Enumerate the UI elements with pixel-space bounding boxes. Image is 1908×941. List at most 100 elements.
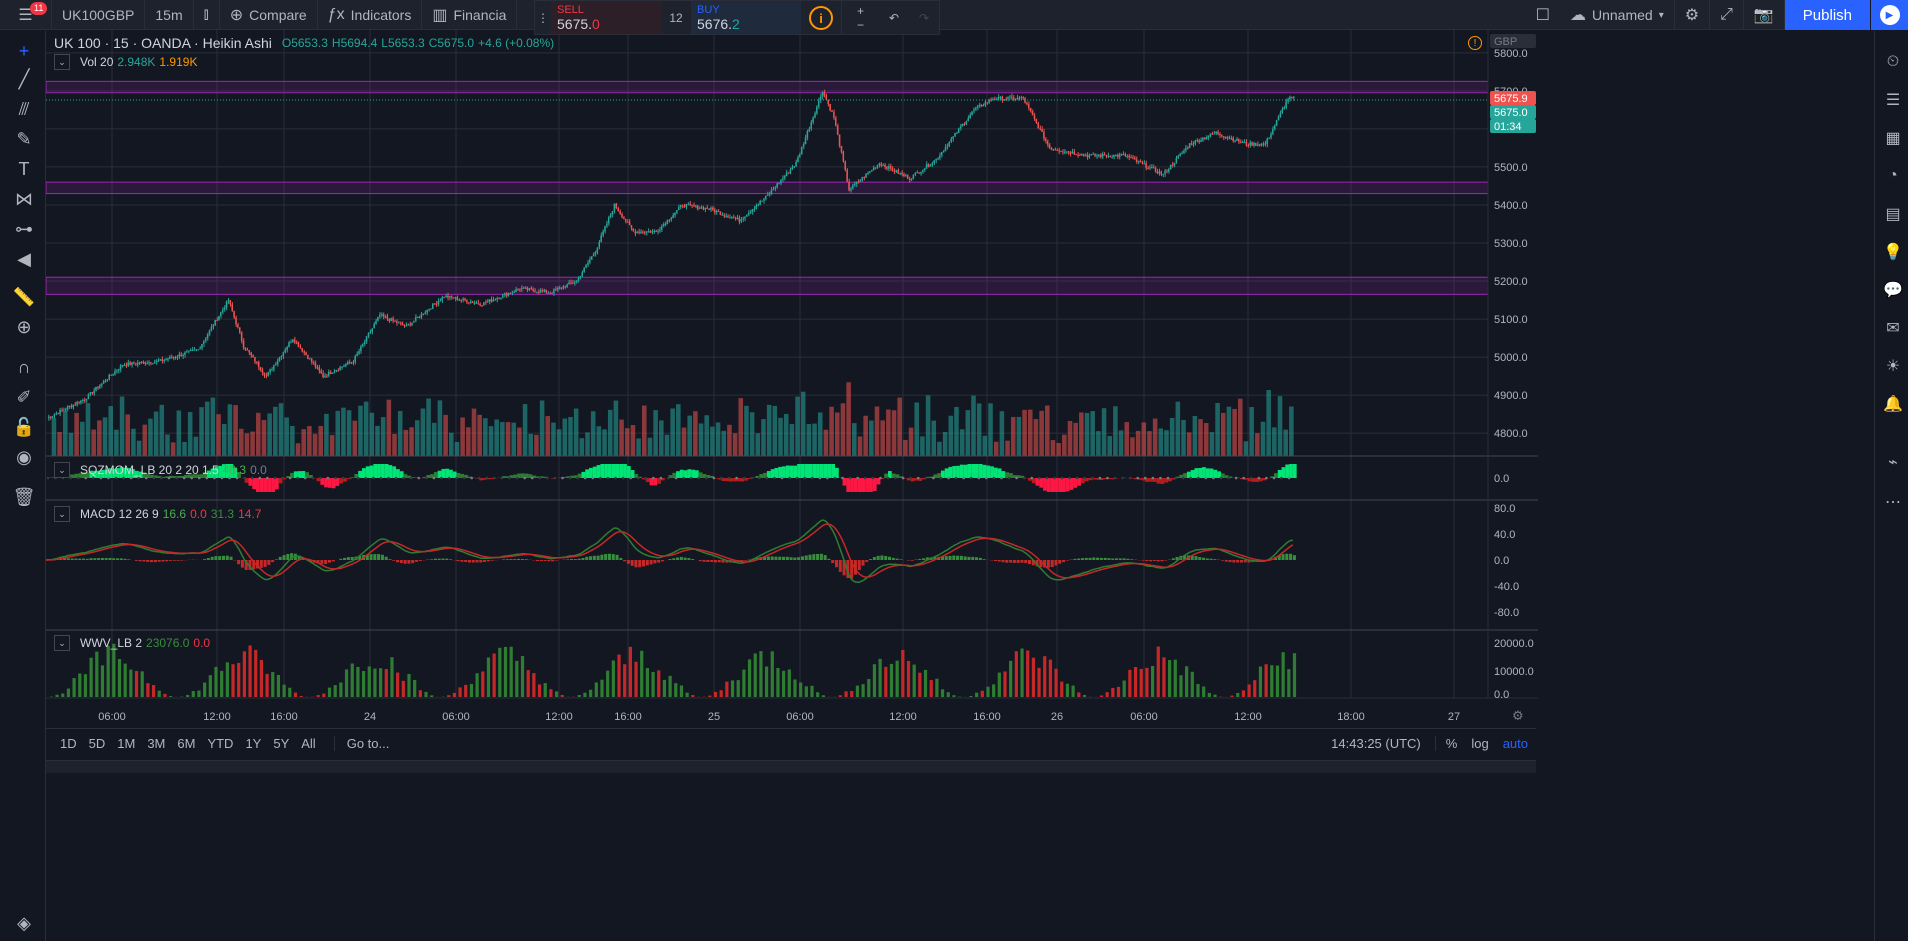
macd-hist-bar xyxy=(172,560,176,561)
indicators-button[interactable]: ƒx Indicators xyxy=(318,0,423,30)
range-3m[interactable]: 3M xyxy=(147,736,166,751)
buy-button[interactable]: BUY 5676.2 xyxy=(691,1,801,34)
sqz-dot xyxy=(667,476,670,480)
clock-time[interactable]: 14:43:25 (UTC) xyxy=(1331,736,1421,751)
undo-button[interactable]: ↶ xyxy=(879,1,909,34)
range-5d[interactable]: 5D xyxy=(88,736,106,751)
sqz-bar xyxy=(411,477,415,478)
range-5y[interactable]: 5Y xyxy=(273,736,290,751)
more-icon[interactable]: ⋯ xyxy=(1885,494,1901,511)
volume-bar xyxy=(539,400,545,456)
collapse-toggle[interactable]: ⌄ xyxy=(54,54,70,70)
candle-body xyxy=(1039,128,1041,130)
signal-icon[interactable]: ⌁ xyxy=(1888,454,1898,471)
forecast-icon[interactable]: ⊶ xyxy=(15,218,33,239)
wwv-bar xyxy=(214,666,218,697)
candle-body xyxy=(1122,154,1125,156)
range-all[interactable]: All xyxy=(301,736,316,751)
snapshot-button[interactable]: 📷 xyxy=(1744,0,1785,30)
magnet-icon[interactable]: ∩ xyxy=(17,356,31,377)
watchlist-icon[interactable]: ☰ xyxy=(1885,92,1901,109)
range-1y[interactable]: 1Y xyxy=(245,736,262,751)
bottom-panel-tabs[interactable] xyxy=(46,760,1536,773)
brush-icon[interactable]: ✎ xyxy=(16,128,32,149)
pie-icon[interactable]: ◔ xyxy=(1888,167,1898,184)
sqz-bar xyxy=(721,478,726,481)
settings-button[interactable]: ⚙ xyxy=(1675,0,1711,30)
fullscreen-toggle[interactable]: ☐ xyxy=(1526,0,1560,30)
collapse-toggle[interactable]: ⌄ xyxy=(54,506,70,522)
grid-icon[interactable]: ▤ xyxy=(1885,206,1901,223)
crosshair-icon[interactable]: + xyxy=(18,40,30,61)
idea-icon[interactable]: 💡 xyxy=(1883,244,1903,261)
goto-button[interactable]: Go to... xyxy=(333,736,389,751)
lock-icon[interactable]: 🔓 xyxy=(12,416,36,437)
fullscreen-button[interactable]: ⤢ xyxy=(1710,0,1744,30)
plus-icon[interactable]: + xyxy=(856,3,864,18)
range-1d[interactable]: 1D xyxy=(60,736,77,751)
candle-body xyxy=(1041,129,1043,132)
candle-body xyxy=(1202,137,1204,141)
quantity-stepper[interactable]: + − xyxy=(841,1,879,34)
trendline-icon[interactable]: ╱ xyxy=(18,68,30,89)
percent-toggle[interactable]: % xyxy=(1434,736,1457,751)
log-toggle[interactable]: log xyxy=(1471,736,1489,751)
text-icon[interactable]: T xyxy=(18,158,30,179)
compare-button[interactable]: ⊕ Compare xyxy=(220,0,318,30)
macd-hist-bar xyxy=(490,560,494,561)
trash-icon[interactable]: 🗑 xyxy=(12,486,36,507)
calendar-icon[interactable]: ▦ xyxy=(1885,130,1901,147)
clock-icon[interactable]: ⏲ xyxy=(1886,53,1900,70)
back-arrow-icon[interactable]: ◀ xyxy=(17,248,31,269)
layout-button[interactable]: ☁ Unnamed ▾ xyxy=(1560,0,1675,30)
candle-body xyxy=(880,163,882,166)
pitchfork-icon[interactable]: ⫻ xyxy=(18,98,30,119)
lock-drawing-icon[interactable]: ✐ xyxy=(16,386,32,407)
sqz-bar xyxy=(774,467,779,478)
warning-icon[interactable]: ! xyxy=(1468,36,1482,50)
collapse-toggle[interactable]: ⌄ xyxy=(54,635,70,651)
ruler-icon[interactable]: 📏 xyxy=(12,286,36,307)
eye-icon[interactable]: ◉ xyxy=(16,446,32,467)
collapse-toggle[interactable]: ⌄ xyxy=(54,462,70,478)
redo-button[interactable]: ↷ xyxy=(909,1,939,34)
bulb-icon[interactable]: ☀ xyxy=(1885,358,1901,375)
sqz-dot xyxy=(1265,476,1268,480)
financials-button[interactable]: ▥ Financia xyxy=(422,0,518,30)
candle-body xyxy=(532,288,534,291)
range-ytd[interactable]: YTD xyxy=(207,736,234,751)
sqz-bar xyxy=(297,471,302,478)
layers-icon[interactable]: ◈ xyxy=(17,912,31,933)
symbol-search-button[interactable]: UK100GBP xyxy=(52,0,146,30)
bell-icon[interactable]: 🔔 xyxy=(1883,396,1903,413)
zoom-in-icon[interactable]: ⊕ xyxy=(16,316,32,337)
volume-bar xyxy=(812,423,817,456)
sqz-bar xyxy=(422,476,427,478)
minus-icon[interactable]: − xyxy=(856,17,864,32)
macd-hist-bar xyxy=(850,560,854,579)
drag-handle[interactable]: ⋮ xyxy=(537,10,549,25)
interval-button[interactable]: 15m xyxy=(145,0,194,30)
sqz-bar xyxy=(97,470,101,478)
sell-button[interactable]: SELL 5675.0 xyxy=(551,1,661,34)
range-1m[interactable]: 1M xyxy=(117,736,136,751)
chart-type-button[interactable]: ⫾ xyxy=(194,0,220,30)
range-6m[interactable]: 6M xyxy=(177,736,196,751)
publish-button[interactable]: Publish xyxy=(1784,0,1870,30)
macd-hist-bar xyxy=(290,553,294,560)
message-icon[interactable]: ✉ xyxy=(1886,320,1900,337)
candle-body xyxy=(443,297,445,299)
chart-canvas[interactable]: 5800.05700.05600.05500.05400.05300.05200… xyxy=(46,30,1538,730)
macd-hist-bar xyxy=(865,560,869,562)
info-icon[interactable]: i xyxy=(809,6,833,30)
auto-toggle[interactable]: auto xyxy=(1502,736,1528,751)
wwv-bar xyxy=(225,662,229,697)
main-menu-button[interactable]: ☰ 11 xyxy=(0,0,52,30)
sqz-bar xyxy=(214,466,219,478)
chat-icon[interactable]: 💬 xyxy=(1883,282,1903,299)
pattern-icon[interactable]: ⋈ xyxy=(15,188,33,209)
sqz-bar xyxy=(1145,478,1150,482)
candle-body xyxy=(742,218,744,220)
replay-button[interactable]: ▶ xyxy=(1870,0,1908,30)
wwv-bar xyxy=(532,673,536,697)
